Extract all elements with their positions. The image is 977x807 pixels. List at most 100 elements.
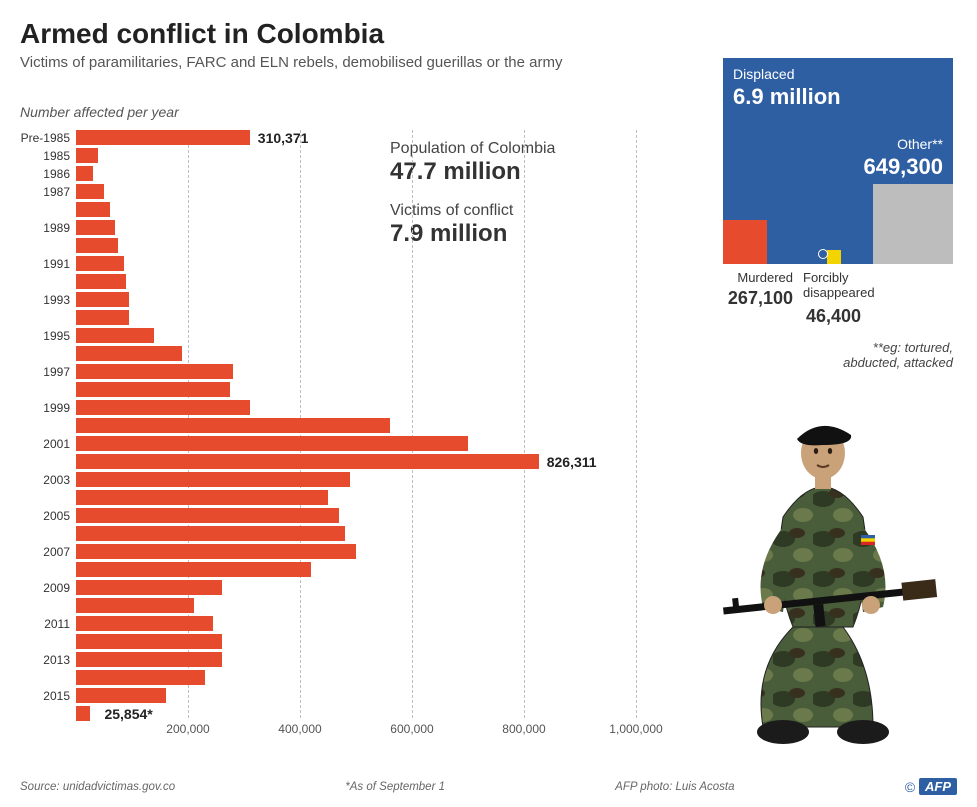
tm-murdered-label: Murdered xyxy=(737,270,793,285)
bar xyxy=(76,670,205,685)
bar xyxy=(76,436,468,451)
tm-disappeared-square xyxy=(827,250,841,264)
bar xyxy=(76,490,328,505)
bar-row xyxy=(76,382,230,397)
bar xyxy=(76,418,390,433)
afp-logo: © AFP xyxy=(905,778,957,795)
bar-row: 1987 xyxy=(76,184,104,199)
bar xyxy=(76,310,129,325)
bar xyxy=(76,616,213,631)
bar-y-label: 1995 xyxy=(20,329,76,343)
bar-y-label: 2013 xyxy=(20,653,76,667)
tm-murdered-value: 267,100 xyxy=(728,288,793,309)
bar xyxy=(76,526,345,541)
bar-y-label: 1985 xyxy=(20,149,76,163)
bar-row xyxy=(76,490,328,505)
bar-row: 1991 xyxy=(76,256,124,271)
tm-disappeared-value: 46,400 xyxy=(806,306,861,327)
infographic-container: Armed conflict in Colombia Victims of pa… xyxy=(0,0,977,807)
x-tick-label: 1,000,000 xyxy=(609,718,662,736)
bar xyxy=(76,382,230,397)
bar-row xyxy=(76,670,205,685)
bar xyxy=(76,688,166,703)
bar-y-label: 1991 xyxy=(20,257,76,271)
gridline xyxy=(636,130,637,718)
tm-other-square xyxy=(873,184,953,264)
bar-row: 2003 xyxy=(76,472,350,487)
bar-row xyxy=(76,310,129,325)
bar-y-label: 2003 xyxy=(20,473,76,487)
tm-displaced-value: 6.9 million xyxy=(733,84,841,110)
bar-row: 1993 xyxy=(76,292,129,307)
tm-murdered-square xyxy=(723,220,767,264)
bar-row xyxy=(76,526,345,541)
treemap: Displaced 6.9 million Other** 649,300 xyxy=(723,58,953,264)
bar-row: 2009 xyxy=(76,580,222,595)
bar-row: 1997 xyxy=(76,364,233,379)
bar-y-label: 2015 xyxy=(20,689,76,703)
bar-y-label: 2001 xyxy=(20,437,76,451)
footer-source: Source: unidadvictimas.gov.co xyxy=(20,781,175,793)
bar-y-label: 2011 xyxy=(20,617,76,631)
x-tick-label: 800,000 xyxy=(502,718,545,736)
bar xyxy=(76,598,194,613)
bar-chart: 200,000400,000600,000800,0001,000,000Pre… xyxy=(76,130,636,718)
bar xyxy=(76,652,222,667)
bar xyxy=(76,706,90,721)
bar-row: Pre-1985310,371 xyxy=(76,130,308,145)
bar-row: 1986 xyxy=(76,166,93,181)
bar-row xyxy=(76,562,311,577)
bar-row xyxy=(76,274,126,289)
bar xyxy=(76,508,339,523)
bar xyxy=(76,454,539,469)
bar xyxy=(76,166,93,181)
soldier-illustration xyxy=(693,367,953,747)
bar-row: 1999 xyxy=(76,400,250,415)
page-title: Armed conflict in Colombia xyxy=(20,18,957,50)
bar xyxy=(76,202,110,217)
bar-y-label: 1997 xyxy=(20,365,76,379)
bar xyxy=(76,220,115,235)
bar-row xyxy=(76,634,222,649)
bar-y-label: Pre-1985 xyxy=(20,131,76,145)
bar-value-label: 25,854* xyxy=(96,706,152,722)
tm-other-value: 649,300 xyxy=(863,154,943,180)
bar-row: 2011 xyxy=(76,616,213,631)
bar-row: 1995 xyxy=(76,328,154,343)
bar xyxy=(76,472,350,487)
footer-photo: AFP photo: Luis Acosta xyxy=(615,781,734,793)
bar xyxy=(76,364,233,379)
tm-note: **eg: tortured, abducted, attacked xyxy=(833,340,953,370)
bar xyxy=(76,130,250,145)
bar-y-label: 1989 xyxy=(20,221,76,235)
bar-row xyxy=(76,598,194,613)
bar xyxy=(76,292,129,307)
bar-y-label: 1993 xyxy=(20,293,76,307)
bar-y-label: 2007 xyxy=(20,545,76,559)
bar-y-label: 1986 xyxy=(20,167,76,181)
bar-row: 25,854* xyxy=(76,706,90,721)
tm-other-label: Other** xyxy=(897,136,943,152)
tm-callout-dot xyxy=(818,249,828,259)
bar-value-label: 310,371 xyxy=(250,130,309,146)
bar-row: 2005 xyxy=(76,508,339,523)
bar-row: 2015 xyxy=(76,688,166,703)
copyright-symbol: © xyxy=(905,779,915,795)
bar-y-label: 1999 xyxy=(20,401,76,415)
afp-badge: AFP xyxy=(919,778,957,795)
gridline xyxy=(524,130,525,718)
bar-row: 1989 xyxy=(76,220,115,235)
bar xyxy=(76,184,104,199)
bar-row: 2013 xyxy=(76,652,222,667)
bar-value-label: 826,311 xyxy=(539,454,597,470)
bar-row xyxy=(76,418,390,433)
bar xyxy=(76,562,311,577)
bar-y-label: 2005 xyxy=(20,509,76,523)
axis-title: Number affected per year xyxy=(20,104,179,120)
x-tick-label: 400,000 xyxy=(278,718,321,736)
bar xyxy=(76,238,118,253)
bar-y-label: 1987 xyxy=(20,185,76,199)
bar xyxy=(76,256,124,271)
bar-row: 2001 xyxy=(76,436,468,451)
bar-y-label: 2009 xyxy=(20,581,76,595)
